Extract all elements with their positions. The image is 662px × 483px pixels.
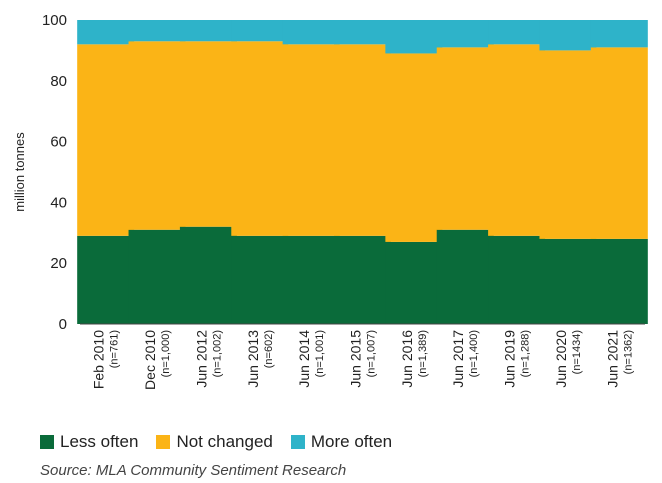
bar-segment-more-often <box>539 20 597 51</box>
bar-segment-more-often <box>488 20 546 45</box>
y-tick-label: 80 <box>50 73 67 90</box>
x-tick-label: Jun 2020 <box>553 330 569 388</box>
x-tick-label: Jun 2012 <box>193 330 209 388</box>
x-tick-label: Dec 2010 <box>142 330 158 390</box>
y-tick-label: 60 <box>50 134 67 151</box>
legend-label-less-often: Less often <box>60 432 139 451</box>
bar-segment-more-often <box>385 20 443 54</box>
legend-swatch-not-changed <box>156 435 171 449</box>
bar-segment-less-often <box>282 235 340 324</box>
x-axis-labels: Feb 2010 (n=761) Dec 2010 (n=1,000) Jun 2012… <box>91 330 635 390</box>
bar-segment-not-changed <box>436 47 494 230</box>
x-tick-label-group: Jun 2020 (n=1434) <box>553 330 583 388</box>
bar-segment-not-changed <box>179 41 237 227</box>
source-note: Source: MLA Community Sentiment Research <box>40 462 347 479</box>
bar-segment-less-often <box>590 238 648 324</box>
x-tick-sublabel: (n=1,389) <box>417 330 429 377</box>
bar-segment-more-often <box>282 20 340 45</box>
x-tick-label-group: Jun 2016 (n=1,389) <box>399 330 429 388</box>
bar-segment-not-changed <box>77 44 135 236</box>
legend-item-less-often: Less often <box>40 432 138 452</box>
bar-segment-not-changed <box>282 44 340 236</box>
x-tick-label: Jun 2014 <box>296 330 312 388</box>
bar-segment-more-often <box>179 20 237 42</box>
x-tick-label: Jun 2013 <box>245 330 261 388</box>
x-tick-sublabel: (n=761) <box>109 330 121 368</box>
bar-segment-less-often <box>334 235 391 324</box>
y-axis-ticks: 0 20 40 60 80 100 <box>42 12 67 333</box>
y-tick-label: 100 <box>42 12 67 29</box>
x-tick-sublabel: (n=1,400) <box>468 330 480 377</box>
legend-label-not-changed: Not changed <box>176 432 273 451</box>
y-tick-label: 20 <box>50 255 67 272</box>
bar-segment-more-often <box>590 20 648 48</box>
legend-swatch-less-often <box>40 435 54 449</box>
legend-item-not-changed: Not changed <box>156 432 273 452</box>
bar-segment-not-changed <box>334 44 391 236</box>
x-tick-label: Jun 2016 <box>399 330 415 388</box>
x-tick-sublabel: (n=1,001) <box>314 330 326 377</box>
bar-segment-more-often <box>334 20 391 45</box>
bar-segment-more-often <box>231 20 289 42</box>
y-tick-label: 0 <box>59 316 67 333</box>
bar-segment-not-changed <box>539 50 597 239</box>
x-tick-sublabel: (n=1,002) <box>211 330 223 377</box>
y-axis-label-group: million tonnes <box>12 132 27 212</box>
x-tick-label: Jun 2021 <box>604 330 620 388</box>
stacked-bar-chart: million tonnes 0 20 40 60 80 100 Feb 2010 (n=7… <box>12 12 648 390</box>
x-tick-label-group: Jun 2021 (n=1362) <box>604 330 634 388</box>
x-tick-label-group: Dec 2010 (n=1,000) <box>142 330 172 390</box>
x-tick-label: Jun 2017 <box>450 330 466 388</box>
x-tick-label: Jun 2019 <box>502 330 518 388</box>
bar-segment-more-often <box>128 20 186 42</box>
y-axis-label: million tonnes <box>12 132 27 212</box>
bar-segment-less-often <box>128 229 186 324</box>
bar-segment-less-often <box>436 229 494 324</box>
bar-segment-less-often <box>179 226 237 324</box>
x-tick-sublabel: (n=1,288) <box>520 330 532 377</box>
bar-segment-not-changed <box>488 44 546 236</box>
x-tick-label-group: Jun 2014 (n=1,001) <box>296 330 326 388</box>
bar-segment-not-changed <box>128 41 186 230</box>
bars <box>77 20 648 324</box>
x-tick-sublabel: (n=1434) <box>571 330 583 374</box>
legend-swatch-more-often <box>290 435 305 449</box>
bar-segment-less-often <box>539 238 597 324</box>
x-tick-label: Feb 2010 <box>91 330 107 389</box>
x-tick-sublabel: (n=1,000) <box>160 330 172 377</box>
bar-segment-less-often <box>231 235 289 324</box>
x-tick-label-group: Jun 2019 (n=1,288) <box>502 330 532 388</box>
bar-segment-more-often <box>436 20 494 48</box>
legend-label-more-often: More often <box>310 432 393 451</box>
bar-segment-not-changed <box>231 41 289 236</box>
legend: Less often Not changed More often <box>40 432 410 452</box>
bar-segment-not-changed <box>385 53 443 242</box>
x-tick-label-group: Jun 2017 (n=1,400) <box>450 330 480 388</box>
bar-segment-not-changed <box>590 47 648 239</box>
bar-segment-less-often <box>488 235 546 324</box>
bar-segment-less-often <box>385 241 443 324</box>
bar-segment-more-often <box>77 20 135 45</box>
x-tick-sublabel: (n=1,007) <box>366 330 378 377</box>
x-tick-label-group: Jun 2013 (n=602) <box>245 330 275 388</box>
x-tick-label-group: Jun 2015 (n=1,007) <box>348 330 378 388</box>
legend-item-more-often: More often <box>290 432 393 452</box>
x-tick-label-group: Jun 2012 (n=1,002) <box>193 330 223 388</box>
y-tick-label: 40 <box>50 194 67 211</box>
x-tick-label: Jun 2015 <box>348 330 364 388</box>
x-tick-label-group: Feb 2010 (n=761) <box>91 330 121 389</box>
bar-segment-less-often <box>77 235 135 324</box>
x-tick-sublabel: (n=1362) <box>622 330 634 374</box>
x-tick-sublabel: (n=602) <box>263 330 275 368</box>
